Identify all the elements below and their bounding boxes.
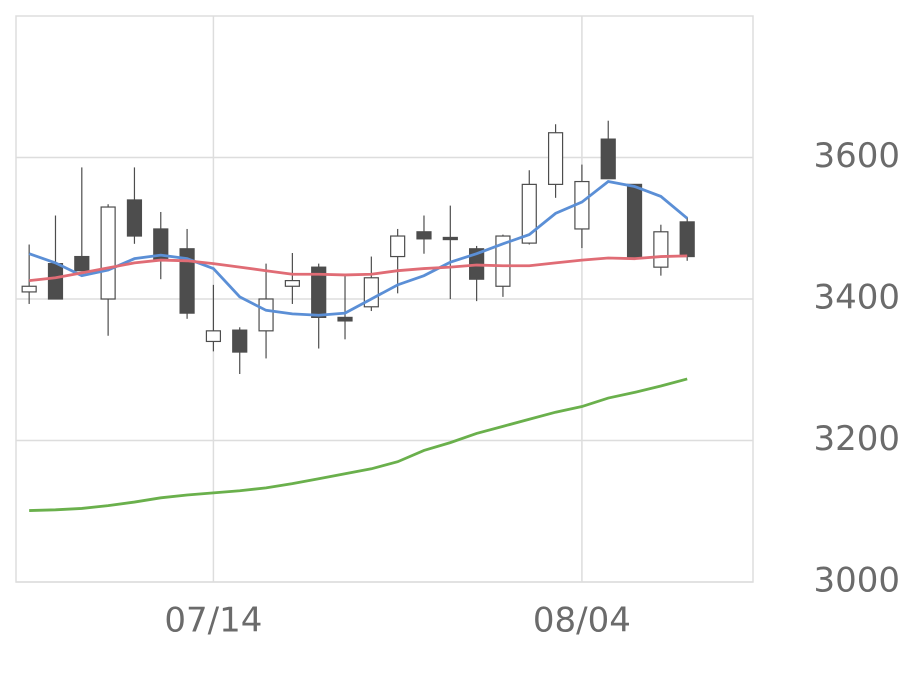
moving-average-line: [29, 377, 688, 512]
candle-body: [337, 316, 353, 322]
candle-body: [442, 236, 458, 241]
candle-body: [284, 280, 300, 287]
candle-body: [390, 235, 406, 258]
candle-body: [179, 248, 195, 314]
x-tick-label: 07/14: [164, 601, 262, 641]
candle-body: [258, 298, 274, 332]
candle-body: [21, 285, 37, 293]
y-tick-label: 3400: [813, 278, 900, 318]
candle-body: [547, 132, 564, 185]
candle-body: [311, 266, 327, 318]
candle-body: [679, 221, 695, 258]
x-tick-label: 08/04: [533, 601, 631, 641]
candle-body: [100, 206, 116, 300]
candle-body: [495, 235, 511, 287]
moving-average-line: [29, 254, 688, 282]
candle-body: [653, 231, 669, 268]
candle-body: [126, 199, 143, 237]
candle-body: [47, 263, 64, 300]
candle-body: [521, 183, 537, 244]
candle-body: [416, 231, 432, 240]
candle-body: [232, 329, 248, 353]
candle-body: [205, 330, 222, 343]
y-tick-label: 3000: [813, 561, 900, 601]
y-tick-label: 3200: [813, 419, 900, 459]
candle-body: [626, 183, 643, 260]
y-tick-label: 3600: [813, 136, 900, 176]
moving-average-line: [28, 180, 689, 317]
candle-body: [600, 138, 616, 180]
candle-body: [74, 255, 90, 272]
